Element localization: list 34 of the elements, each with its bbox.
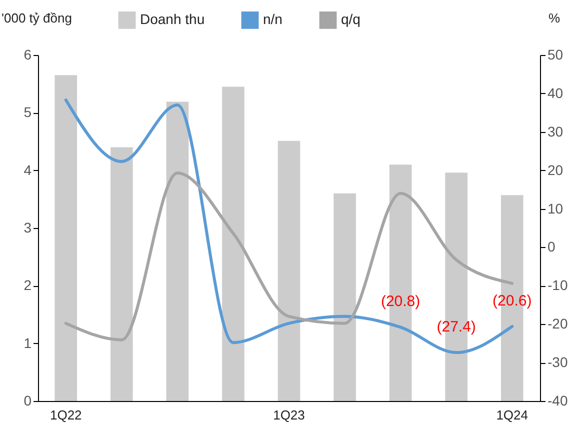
y2-tick-label: -40 (548, 392, 568, 408)
y2-tick-label: 30 (548, 123, 564, 140)
legend-label: Doanh thu (140, 11, 205, 28)
x-tick-label: 1Q24 (496, 408, 528, 422)
y2-tick-label: -30 (548, 354, 568, 370)
bar (334, 193, 356, 401)
y-tick-label: 0 (24, 392, 32, 408)
y2-tick-label: -20 (548, 316, 568, 332)
y-tick-label: 6 (24, 46, 32, 62)
y-tick-label: 4 (24, 162, 32, 178)
legend-label: n/n (263, 11, 282, 28)
y2-tick-label: -10 (548, 277, 568, 294)
y-tick-label: 5 (24, 104, 32, 120)
bar (222, 86, 244, 401)
y-axis-title: '000 tỷ đồng (2, 10, 72, 26)
bar (166, 102, 189, 401)
y2-tick-label: 40 (548, 84, 564, 101)
data-label: (20.8) (380, 293, 420, 310)
y2-tick-label: 0 (548, 238, 556, 255)
x-tick-label: 1Q23 (273, 408, 305, 422)
bar (278, 140, 300, 401)
legend-label: q/q (341, 11, 360, 28)
bar (110, 147, 133, 401)
data-label: (27.4) (436, 318, 476, 336)
bar (54, 75, 78, 401)
y-tick-label: 2 (24, 277, 32, 294)
y-tick-label: 3 (24, 220, 32, 236)
y2-tick-label: 20 (548, 162, 564, 178)
y2-tick-label: 50 (548, 46, 564, 62)
y2-axis-title: % (548, 10, 560, 26)
x-tick-label: 1Q22 (50, 408, 82, 422)
y2-tick-label: 10 (548, 200, 564, 216)
y-tick-label: 1 (24, 334, 32, 351)
data-label: (20.6) (492, 292, 532, 310)
